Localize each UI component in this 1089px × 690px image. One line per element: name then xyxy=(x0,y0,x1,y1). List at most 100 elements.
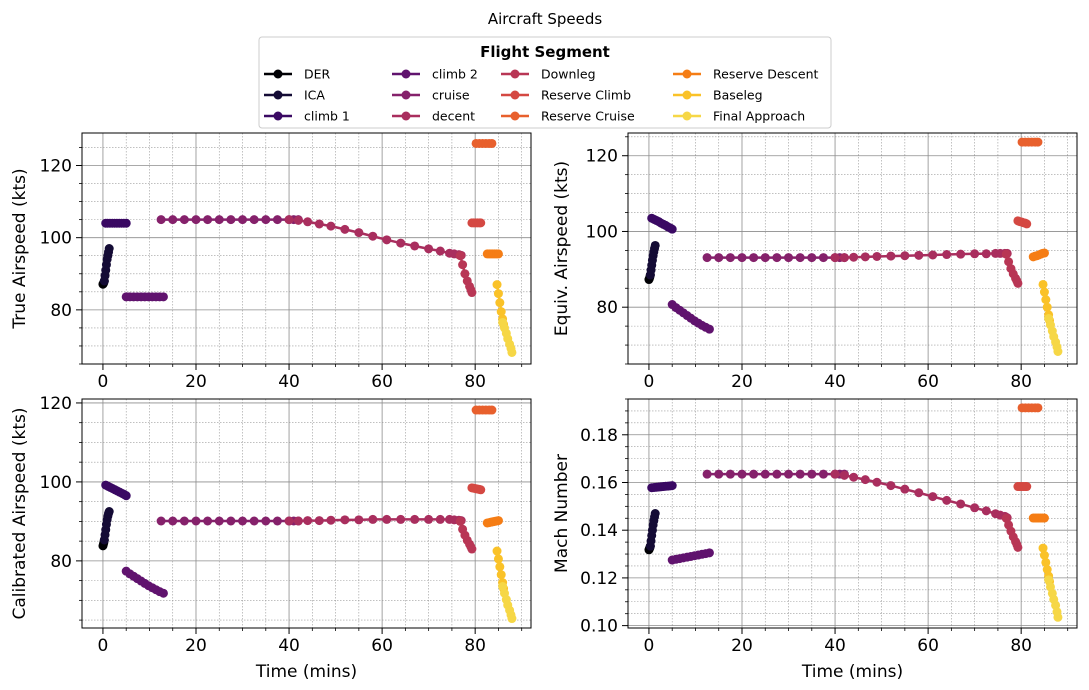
y-tick-label: 0.12 xyxy=(580,569,618,589)
data-point xyxy=(1041,295,1051,305)
y-tick-label: 80 xyxy=(50,301,72,321)
legend-entry: Baseleg xyxy=(673,88,763,103)
data-point xyxy=(667,224,677,234)
data-point xyxy=(928,492,938,502)
data-point xyxy=(179,215,189,225)
data-point xyxy=(238,516,248,526)
series-reserve-descent xyxy=(1028,513,1049,523)
data-point xyxy=(396,238,406,248)
data-point xyxy=(303,516,313,526)
data-point xyxy=(424,514,434,524)
data-point xyxy=(493,516,503,526)
x-tick-label: 60 xyxy=(917,372,939,392)
data-point xyxy=(886,251,896,261)
series-reserve-cruise xyxy=(471,405,497,415)
x-tick-label: 60 xyxy=(917,636,939,656)
x-tick-label: 40 xyxy=(278,636,300,656)
data-point xyxy=(476,218,486,228)
data-point xyxy=(760,253,770,263)
legend-label: Baseleg xyxy=(713,88,763,103)
data-point xyxy=(272,516,282,526)
series-ica xyxy=(645,509,660,551)
axes-frame xyxy=(81,398,532,629)
data-point xyxy=(458,260,468,270)
axes-frame xyxy=(81,132,532,365)
data-point xyxy=(507,347,517,357)
data-point xyxy=(203,516,213,526)
data-point xyxy=(1022,219,1032,229)
x-tick-label: 0 xyxy=(644,372,655,392)
legend-label: Reserve Climb xyxy=(541,88,631,103)
y-tick-label: 120 xyxy=(586,147,618,167)
y-tick-label: 0.16 xyxy=(580,473,618,493)
data-point xyxy=(424,244,434,254)
data-point xyxy=(203,215,213,225)
x-tick-label: 0 xyxy=(98,636,109,656)
data-point xyxy=(1038,543,1048,553)
legend-marker-swatch xyxy=(273,69,283,79)
data-point xyxy=(749,253,759,263)
y-tick-label: 0.14 xyxy=(580,521,618,541)
legend-label: Downleg xyxy=(541,67,596,82)
series-reserve-climb xyxy=(467,483,486,495)
series-downleg xyxy=(1001,513,1023,552)
plot-area xyxy=(644,403,1063,622)
data-point xyxy=(249,215,259,225)
x-tick-label: 60 xyxy=(371,372,393,392)
legend-marker-swatch xyxy=(401,69,411,79)
data-point xyxy=(191,215,201,225)
data-point xyxy=(158,588,168,598)
legend-entry: decent xyxy=(392,109,475,124)
series-final-approach xyxy=(1044,575,1063,622)
y-axis-label: Equiv. Airspeed (kts) xyxy=(552,161,572,336)
data-point xyxy=(354,515,364,525)
legend-entry: climb 1 xyxy=(264,109,350,124)
data-point xyxy=(970,503,980,513)
data-point xyxy=(1039,513,1049,523)
series-ica xyxy=(99,507,114,545)
legend-label: Reserve Cruise xyxy=(541,109,635,124)
series-downleg xyxy=(455,516,477,554)
series-climb-1 xyxy=(101,218,131,228)
data-point xyxy=(860,475,870,485)
series-downleg xyxy=(455,251,477,298)
series-reserve-descent xyxy=(1028,248,1049,262)
data-point xyxy=(981,506,991,516)
legend-entry: DER xyxy=(264,67,331,82)
data-point xyxy=(382,514,392,524)
data-point xyxy=(284,215,294,225)
legend-marker-swatch xyxy=(401,111,411,121)
series-reserve-climb xyxy=(1013,216,1032,229)
data-point xyxy=(1044,575,1054,585)
y-tick-label: 100 xyxy=(586,222,618,242)
data-point xyxy=(496,307,506,317)
data-point xyxy=(667,481,677,491)
data-point xyxy=(886,481,896,491)
data-point xyxy=(1038,279,1048,289)
data-point xyxy=(795,469,805,479)
data-point xyxy=(249,516,259,526)
data-point xyxy=(340,515,350,525)
data-point xyxy=(650,240,660,250)
legend-label: decent xyxy=(432,109,475,124)
data-point xyxy=(1053,612,1063,622)
data-point xyxy=(807,469,817,479)
series-decent xyxy=(830,248,1012,263)
data-point xyxy=(495,562,505,572)
series-reserve-climb xyxy=(467,218,486,228)
legend-label: climb 2 xyxy=(432,67,478,82)
data-point xyxy=(1022,482,1032,492)
plot-area xyxy=(98,138,517,357)
data-point xyxy=(168,516,178,526)
data-point xyxy=(839,253,849,263)
legend-marker-swatch xyxy=(682,69,692,79)
data-point xyxy=(749,469,759,479)
x-tick-label: 60 xyxy=(371,636,393,656)
data-point xyxy=(396,514,406,524)
x-tick-label: 80 xyxy=(1010,636,1032,656)
data-point xyxy=(1001,249,1011,259)
series-reserve-cruise xyxy=(1017,403,1043,413)
data-point xyxy=(900,251,910,261)
data-point xyxy=(487,405,497,415)
data-point xyxy=(121,218,131,228)
